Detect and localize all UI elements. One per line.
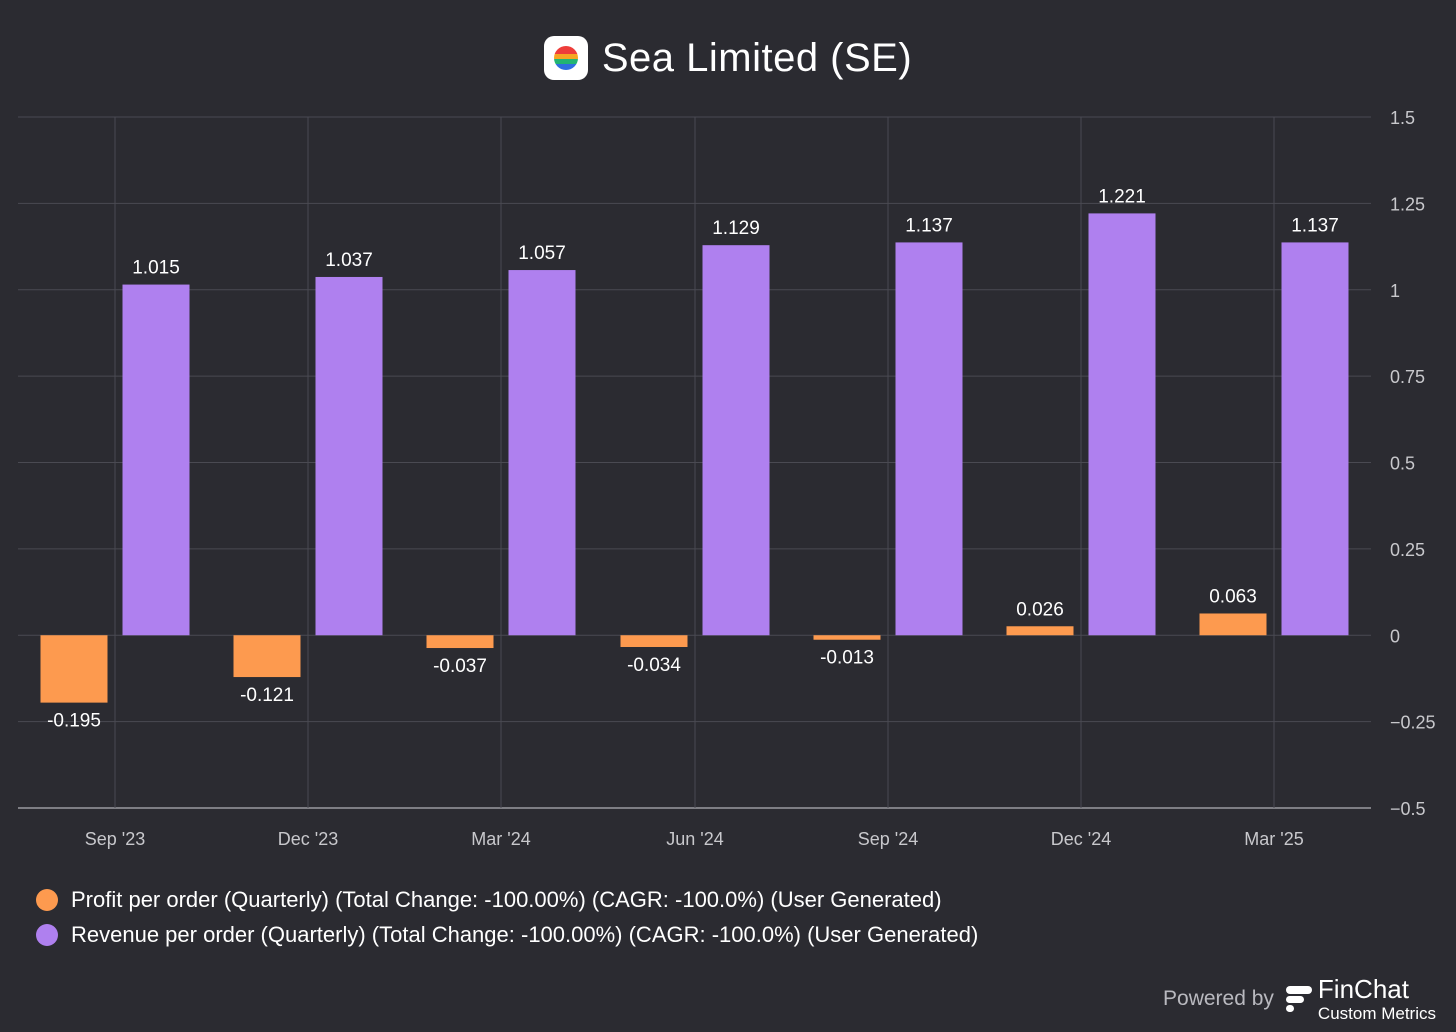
chart-title: Sea Limited (SE) [601, 35, 913, 80]
profit-data-label: -0.121 [240, 685, 294, 706]
y-tick-label: 0.25 [1390, 540, 1425, 560]
profit-bar [40, 635, 108, 703]
y-tick-label: 0 [1390, 626, 1400, 646]
x-tick-label: Dec '24 [1051, 829, 1111, 849]
revenue-data-label: 1.015 [132, 258, 180, 279]
y-tick-label: 0.5 [1390, 454, 1415, 474]
revenue-bar [895, 242, 963, 636]
x-tick-label: Dec '23 [278, 829, 338, 849]
sea-limited-logo-icon [543, 36, 588, 80]
bars [40, 213, 1349, 703]
y-tick-label: 1.25 [1390, 194, 1425, 214]
profit-bar [426, 635, 494, 649]
y-tick-label: −0.5 [1390, 799, 1426, 819]
x-tick-label: Jun '24 [666, 829, 723, 849]
brand-subtitle: Custom Metrics [1317, 1004, 1436, 1023]
profit-bar [233, 635, 301, 678]
profit-data-label: 0.026 [1016, 599, 1064, 620]
data-labels: -0.195 -0.121 -0.037 -0.034 -0.013 0.026 0.063… [47, 186, 1339, 731]
finchat-logo-icon [1285, 986, 1312, 1012]
profit-data-label: -0.013 [820, 648, 874, 669]
brand-name: FinChat [1317, 974, 1409, 1004]
revenue-bar [702, 245, 770, 636]
y-tick-label: 1.5 [1390, 108, 1415, 128]
y-tick-label: −0.25 [1390, 713, 1436, 733]
grid-lines [18, 116, 1371, 809]
revenue-data-label: 1.137 [1291, 215, 1339, 236]
revenue-bar [122, 284, 190, 636]
bar-chart: -0.195 -0.121 -0.037 -0.034 -0.013 0.026 0.063… [18, 108, 1436, 849]
x-tick-label: Sep '24 [858, 829, 919, 849]
profit-data-label: -0.034 [627, 655, 681, 676]
x-tick-label: Mar '25 [1244, 829, 1303, 849]
legend-item-profit[interactable]: Profit per order (Quarterly) (Total Chan… [36, 882, 978, 917]
profit-data-label: -0.037 [433, 656, 487, 677]
x-tick-label: Sep '23 [85, 829, 146, 849]
revenue-bar [508, 270, 576, 636]
profit-bar [1006, 626, 1074, 636]
revenue-bar [1281, 242, 1349, 636]
revenue-data-label: 1.137 [905, 215, 953, 236]
revenue-bar [1088, 213, 1156, 636]
y-tick-label: 1 [1390, 281, 1400, 301]
axis-labels: 1.5 1.25 1 0.75 0.5 0.25 0 −0.25 −0.5 Sep '23 Dec … [85, 108, 1436, 849]
profit-data-label: -0.195 [47, 711, 101, 732]
legend: Profit per order (Quarterly) (Total Chan… [36, 882, 978, 952]
powered-by-finchat[interactable]: Powered by FinChat Custom Metrics [1163, 976, 1436, 1022]
y-tick-label: 0.75 [1390, 367, 1425, 387]
finchat-brand: FinChat Custom Metrics [1318, 976, 1436, 1022]
revenue-data-label: 1.037 [325, 250, 373, 271]
profit-bar [620, 635, 688, 647]
legend-item-revenue[interactable]: Revenue per order (Quarterly) (Total Cha… [36, 917, 978, 952]
revenue-legend-dot [36, 923, 58, 946]
powered-by-text: Powered by [1163, 987, 1274, 1010]
legend-label-profit: Profit per order (Quarterly) (Total Chan… [71, 886, 942, 912]
profit-bar [1199, 613, 1267, 636]
revenue-data-label: 1.057 [518, 243, 566, 264]
legend-label-revenue: Revenue per order (Quarterly) (Total Cha… [71, 921, 979, 947]
chart-header: Sea Limited (SE) [0, 30, 1456, 86]
profit-legend-dot [36, 888, 58, 911]
revenue-data-label: 1.129 [712, 218, 760, 239]
x-tick-label: Mar '24 [471, 829, 530, 849]
profit-bar [813, 635, 881, 640]
revenue-data-label: 1.221 [1098, 186, 1146, 207]
profit-data-label: 0.063 [1209, 586, 1257, 607]
revenue-bar [315, 276, 383, 636]
